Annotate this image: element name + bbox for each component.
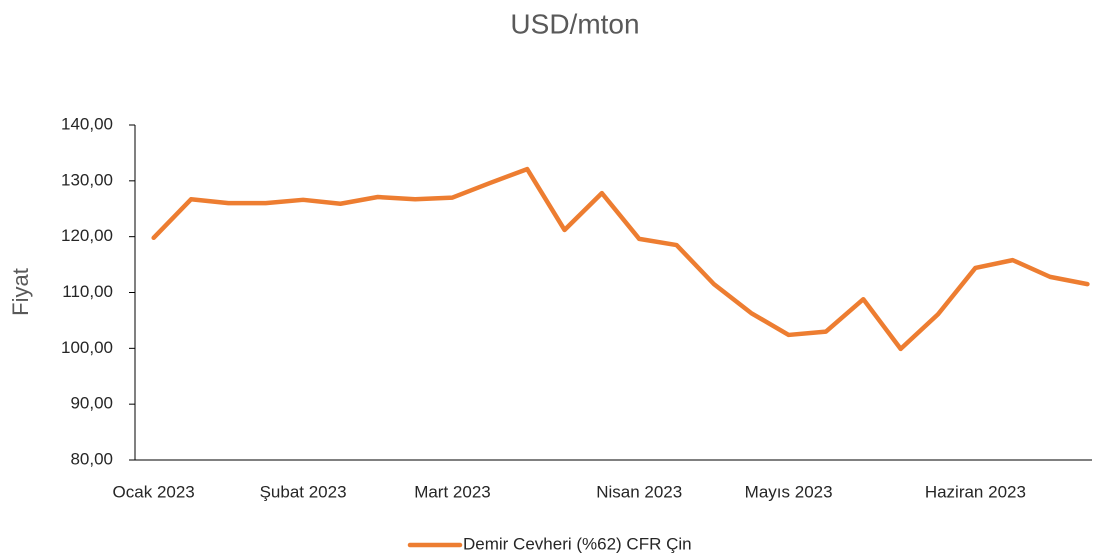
x-tick-label: Ocak 2023 <box>113 482 195 501</box>
y-axis-label: Fiyat <box>8 268 33 316</box>
line <box>151 166 1090 352</box>
y-tick-label: 130,00 <box>61 170 113 189</box>
y-tick-label: 100,00 <box>61 338 113 357</box>
x-tick-label: Haziran 2023 <box>925 482 1026 501</box>
x-tick-label: Şubat 2023 <box>260 482 347 501</box>
chart-title: USD/mton <box>510 8 639 39</box>
y-tick-label: 110,00 <box>62 282 113 301</box>
x-tick-label: Nisan 2023 <box>596 482 682 501</box>
y-tick-label: 80,00 <box>70 449 113 468</box>
y-tick-label: 120,00 <box>61 226 113 245</box>
legend-label: Demir Cevheri (%62) CFR Çin <box>463 534 692 553</box>
y-tick-label: 140,00 <box>61 114 113 133</box>
y-tick-label: 90,00 <box>70 394 113 413</box>
x-tick-label: Mart 2023 <box>414 482 491 501</box>
x-tick-label: Mayıs 2023 <box>745 482 833 501</box>
